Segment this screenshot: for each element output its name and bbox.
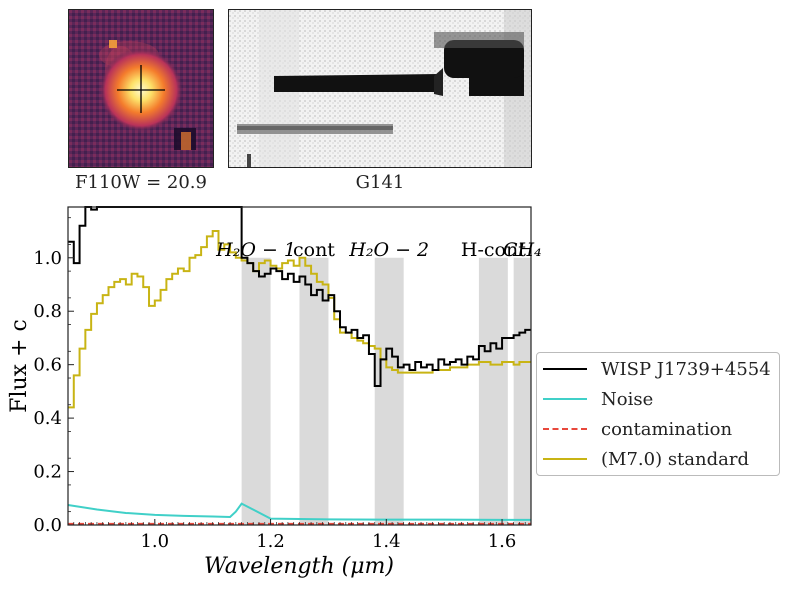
band-label-0: H₂O − 1 <box>215 239 296 261</box>
x-tick-label: 1.2 <box>256 531 285 552</box>
legend-swatch-standard <box>543 458 587 460</box>
legend-entry-noise: Noise <box>543 387 653 411</box>
y-tick-label: 0.8 <box>33 301 62 322</box>
grism-caption: G141 <box>355 172 405 193</box>
legend-swatch-spectrum <box>543 368 587 370</box>
legend-label-spectrum: WISP J1739+4554 <box>601 358 771 380</box>
x-tick-label: 1.4 <box>372 531 401 552</box>
direct-image <box>69 10 213 167</box>
legend-label-contamination: contamination <box>601 418 733 440</box>
series-line-noise <box>67 502 531 521</box>
legend-label-standard: (M7.0) standard <box>601 448 749 470</box>
legend-label-noise: Noise <box>601 388 654 410</box>
x-tick-label: 1.0 <box>140 531 169 552</box>
legend-swatch-noise <box>543 398 587 400</box>
band-label-4: CH₄ <box>503 239 542 261</box>
y-tick-label: 0.2 <box>33 462 62 483</box>
y-tick-label: 0.0 <box>33 515 62 536</box>
direct-image-panel <box>68 9 214 168</box>
y-axis-label: Flux + c <box>7 319 32 413</box>
band-2 <box>374 257 404 525</box>
band-3 <box>478 257 508 525</box>
grism-panel <box>228 9 532 168</box>
y-tick-label: 0.4 <box>33 408 62 429</box>
legend-entry-contamination: contamination <box>543 417 732 441</box>
x-axis-label: Wavelength (μm) <box>204 554 394 579</box>
legend: WISP J1739+4554 Noise contamination (M7.… <box>536 352 780 476</box>
band-label-2: H₂O − 2 <box>348 239 429 261</box>
band-1 <box>299 257 329 525</box>
band-label-3: H-cont <box>461 239 526 261</box>
grism-image <box>229 10 531 167</box>
band-4 <box>513 257 531 525</box>
band-label-1: cont <box>293 239 335 261</box>
y-tick-label: 0.6 <box>33 355 62 376</box>
x-tick-label: 1.6 <box>488 531 517 552</box>
legend-swatch-contamination <box>543 428 587 430</box>
band-0 <box>241 257 271 525</box>
legend-entry-spectrum: WISP J1739+4554 <box>543 357 771 381</box>
direct-image-caption: F110W = 20.9 <box>75 172 207 193</box>
legend-entry-standard: (M7.0) standard <box>543 447 749 471</box>
y-tick-label: 1.0 <box>33 248 62 269</box>
